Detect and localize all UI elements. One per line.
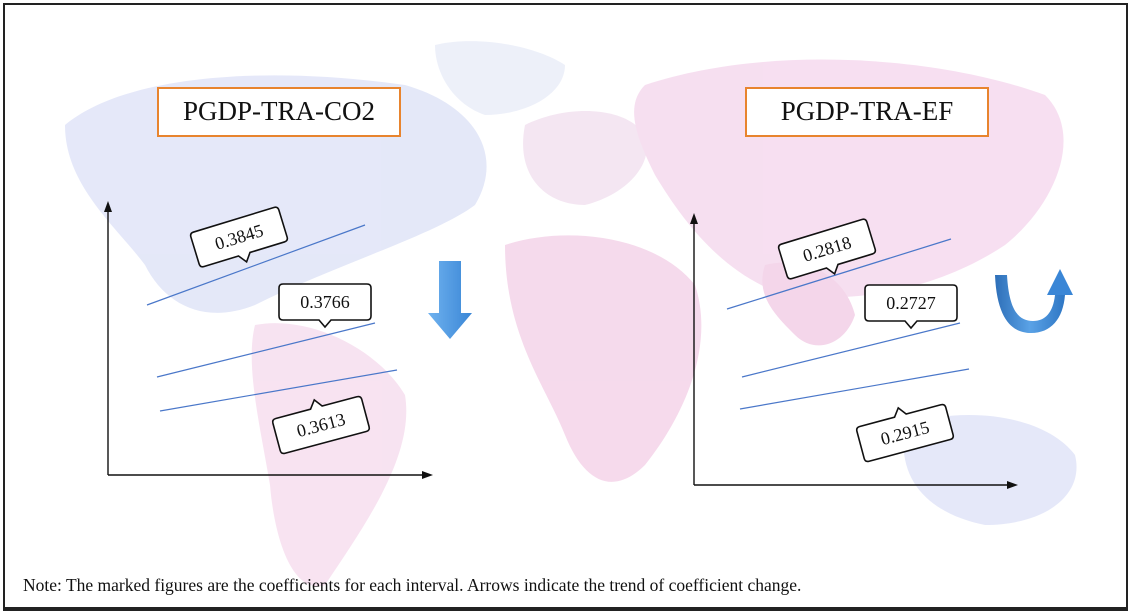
figure-note: Note: The marked figures are the coeffic…: [23, 575, 802, 595]
right-panel: 0.2818 0.2727 0.2915: [690, 213, 1073, 489]
right-coefficient-callout-3: 0.2915: [855, 403, 955, 463]
map-south-asia: [762, 262, 855, 346]
right-x-axis-arrowhead: [1007, 481, 1018, 489]
left-interval-line-2: [156, 322, 376, 378]
left-axes: [104, 201, 433, 479]
figure-frame: 0.3845 0.3766 0.3613: [3, 3, 1128, 611]
right-interval-lines: [726, 238, 970, 410]
left-coefficient-callout-1: 0.3845: [189, 206, 289, 268]
map-south-america: [251, 323, 407, 587]
left-coefficient-label-2: 0.3766: [300, 292, 350, 312]
map-australia: [903, 415, 1077, 525]
right-trend-u-turn-arrow-icon: [995, 269, 1073, 333]
left-coefficient-callout-3: 0.3613: [271, 395, 371, 455]
right-coefficient-label-2: 0.2727: [886, 293, 936, 313]
map-greenland: [435, 41, 565, 115]
left-coefficient-callout-2: 0.3766: [278, 283, 372, 329]
right-interval-line-3: [739, 368, 970, 410]
left-interval-line-1: [146, 224, 366, 306]
right-y-axis-arrowhead: [690, 213, 698, 224]
left-y-axis-arrowhead: [104, 201, 112, 212]
left-interval-lines: [146, 224, 398, 412]
left-interval-line-3: [159, 369, 398, 412]
right-coefficient-callout-2: 0.2727: [864, 284, 958, 330]
right-interval-line-1: [726, 238, 952, 310]
left-panel-title: PGDP-TRA-CO2: [157, 87, 401, 137]
right-interval-line-2: [741, 322, 961, 378]
right-axes: [690, 213, 1018, 489]
right-panel-title: PGDP-TRA-EF: [745, 87, 989, 137]
left-trend-down-arrow-icon: [428, 261, 472, 339]
left-panel: 0.3845 0.3766 0.3613: [104, 201, 472, 479]
map-africa: [505, 235, 702, 482]
left-x-axis-arrowhead: [422, 471, 433, 479]
right-coefficient-callout-1: 0.2818: [777, 218, 877, 280]
map-europe: [523, 111, 647, 205]
